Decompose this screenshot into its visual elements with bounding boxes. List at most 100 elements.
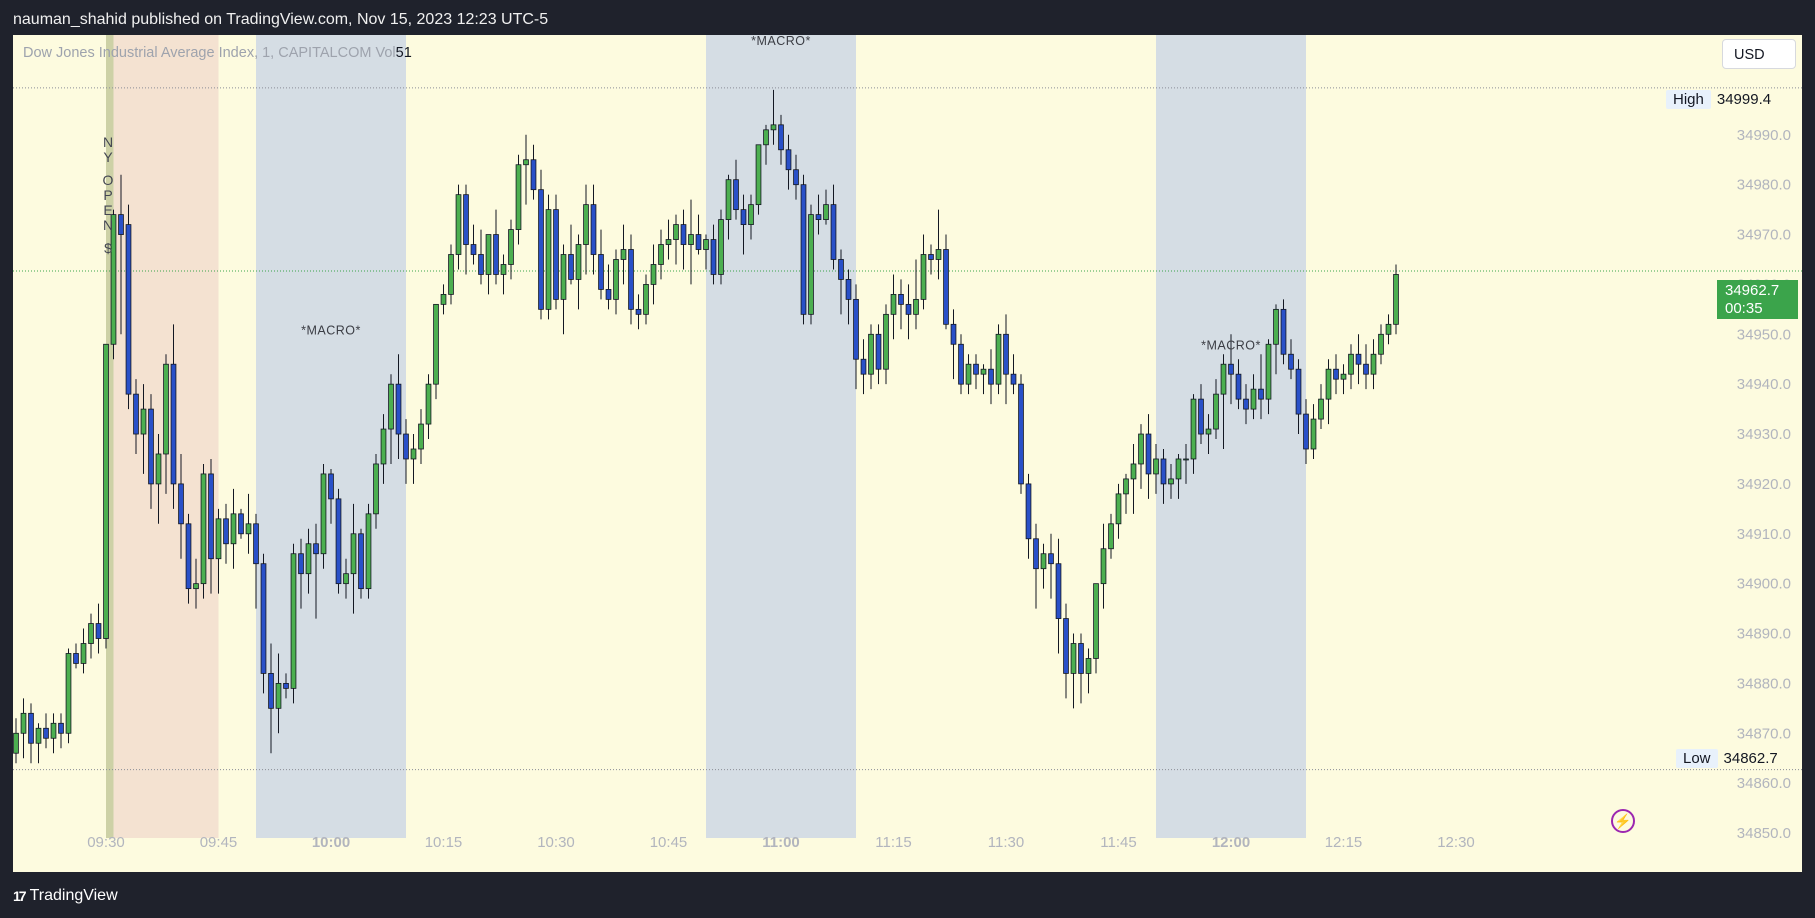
candle [493, 209, 499, 285]
candle [515, 154, 522, 245]
time-axis[interactable]: 09:30 09:45 10:00 10:15 10:30 10:45 11:00 11:15… [87, 834, 1475, 851]
candle [343, 558, 349, 599]
up-candle-body [140, 408, 147, 435]
candle [500, 254, 507, 295]
volume-label: Vol [375, 45, 396, 61]
candle [433, 303, 439, 400]
down-candle-body [1078, 643, 1084, 674]
candle [253, 513, 259, 609]
up-candle-body [545, 209, 552, 310]
symbol-name[interactable]: Dow Jones Industrial Average Index, 1, C… [23, 45, 372, 61]
symbol-legend[interactable]: Dow Jones Industrial Average Index, 1, C… [23, 45, 412, 61]
candle [170, 324, 177, 509]
down-candle-body [493, 234, 499, 275]
candle [658, 229, 664, 280]
candle [1003, 314, 1009, 405]
candle [410, 434, 417, 484]
down-candle-body [838, 259, 844, 280]
up-candle-body [770, 124, 777, 131]
candle [778, 114, 784, 165]
candle [1258, 354, 1264, 420]
up-candle-body [365, 513, 372, 590]
low-value: 34862.7 [1723, 750, 1778, 767]
up-candle-body [275, 682, 282, 709]
candle [88, 613, 94, 659]
candle [628, 234, 634, 325]
up-candle-body [163, 363, 169, 455]
session-zones [13, 35, 1802, 872]
candle [463, 184, 469, 275]
candle [305, 528, 312, 594]
time-tick-label: 11:30 [988, 834, 1024, 851]
candle [140, 384, 147, 474]
lightning-bolt-icon[interactable]: ⚡ [1611, 809, 1635, 833]
currency-button[interactable]: USD [1722, 39, 1796, 69]
candle [650, 244, 657, 305]
candle [388, 374, 394, 464]
time-tick-label: 11:45 [1100, 834, 1136, 851]
down-candle-body [1228, 363, 1234, 375]
down-candle-body [73, 653, 79, 664]
high-value: 34999.4 [1716, 91, 1772, 108]
macro-zone-2 [1156, 35, 1306, 838]
candle [635, 294, 642, 330]
up-candle-body [1318, 398, 1324, 420]
up-candle-body [913, 298, 919, 315]
down-candle-body [28, 712, 34, 744]
up-candle-body [1250, 388, 1257, 410]
down-candle-body [875, 333, 882, 370]
candle [455, 184, 462, 270]
time-tick-label: 10:15 [425, 834, 463, 851]
candle [523, 134, 529, 205]
tradingview-logo[interactable]: 17 TradingView [13, 887, 118, 905]
down-candle-body [170, 363, 177, 485]
volume-value: 51 [395, 45, 412, 61]
candle [875, 324, 882, 385]
up-candle-body [50, 722, 57, 739]
down-candle-body [830, 204, 837, 260]
chart-pane[interactable]: *MACRO* *MACRO* *MACRO* N Y O P E N $ 34850.0 3486… [13, 35, 1802, 872]
candle [1273, 304, 1279, 375]
up-candle-body [215, 518, 222, 560]
candle [815, 194, 822, 235]
time-tick-label: 10:45 [650, 834, 688, 851]
candle [478, 229, 484, 285]
up-candle-body [373, 463, 379, 515]
up-candle-body [688, 234, 694, 245]
candle [223, 503, 229, 564]
down-candle-body [283, 682, 289, 689]
open-zone-3 [106, 35, 219, 838]
down-candle-body [590, 204, 597, 255]
candle [800, 174, 807, 325]
up-candle-body [658, 244, 664, 265]
current-price-badge: 34962.7 00:35 [1717, 280, 1798, 319]
up-candle-body [80, 643, 87, 664]
candle [673, 214, 679, 265]
candle [1168, 463, 1174, 499]
up-candle-body [703, 239, 709, 250]
macro-zone-1 [706, 35, 856, 838]
down-candle-body [695, 234, 702, 250]
down-candle-body [268, 673, 274, 709]
candle [1078, 633, 1084, 704]
candle [380, 414, 387, 484]
price-axis[interactable]: 34850.0 34860.0 34870.0 34880.0 34890.0 34900… [1737, 127, 1791, 842]
up-candle-body [425, 383, 432, 425]
candle [868, 324, 874, 390]
candle [793, 154, 799, 200]
up-candle-body [448, 254, 454, 295]
up-candle-body [868, 333, 874, 375]
candle [358, 528, 364, 599]
up-candle-body [515, 164, 522, 230]
down-candle-body [1048, 553, 1054, 565]
down-candle-body [358, 533, 364, 590]
up-candle-body [1385, 323, 1392, 335]
candle [1303, 399, 1309, 464]
down-candle-body [95, 623, 102, 639]
up-candle-body [1325, 368, 1332, 400]
down-candle-body [395, 383, 402, 435]
time-tick-label: 12:15 [1325, 834, 1363, 851]
price-tick-label: 34880.0 [1737, 675, 1791, 692]
up-candle-body [320, 473, 327, 555]
